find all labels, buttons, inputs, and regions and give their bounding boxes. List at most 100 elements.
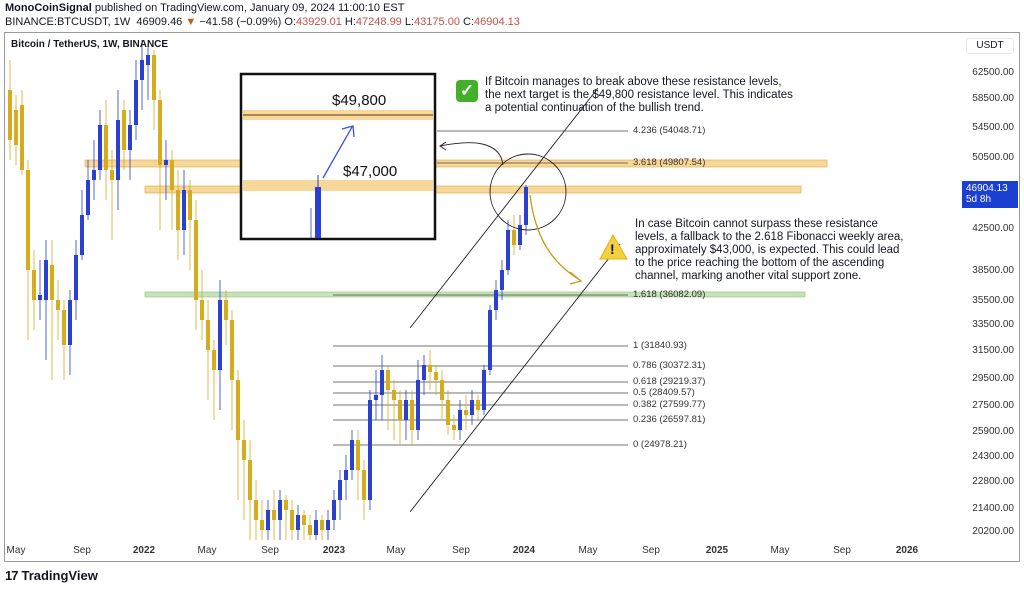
candle [38,295,42,300]
time-tick: Sep [452,545,470,556]
time-tick: May [197,545,217,556]
time-tick: May [6,545,26,556]
price-tick: 29500.00 [972,373,1014,384]
publisher-line: MonoCoinSignal published on TradingView.… [5,2,404,14]
candle [26,170,30,270]
candle [458,410,462,430]
candlesticks [8,40,528,540]
candle [134,80,138,125]
close-value: 46904.13 [474,16,520,28]
time-tick: 2025 [705,545,729,556]
highlight-circle [489,153,567,231]
footer: 17 TradingView [5,568,98,583]
time-axis[interactable]: May Sep 2022 May Sep 2023 May Sep 2024 May Sep 2025… [4,541,962,561]
chart-frame[interactable] [4,32,1020,562]
candle [494,290,498,310]
price-axis[interactable]: 62500.00 58500.00 54500.00 50500.00 42500.00… [962,33,1020,541]
candle [86,180,90,215]
inset-label-49800: $49,800 [332,92,387,109]
time-tick: May [770,545,790,556]
candle [206,320,210,350]
candle [212,350,216,370]
tradingview-brand[interactable]: TradingView [21,568,98,583]
tradingview-logo-icon[interactable]: 17 [5,568,19,583]
inset-label-47000: $47,000 [343,163,398,180]
candle [164,160,168,165]
candle [482,370,486,410]
candle [248,460,252,500]
candle [176,190,180,230]
candle [344,470,348,480]
last-price-tag: 46904.13 5d 8h [962,181,1018,208]
candle [404,400,408,420]
fib-level-label: 0.5 (28409.57) [633,387,695,398]
chart-title: Bitcoin / TetherUS, 1W, BINANCE [11,39,169,50]
symbol: BINANCE:BTCUSDT, 1W [5,16,131,28]
candle [230,320,234,380]
price-change: −41.58 (−0.09%) [199,16,282,28]
candle [62,310,66,345]
candle [446,400,450,425]
support-zone-36082 [144,291,806,298]
last-price: 46909.46 [136,16,183,28]
candle [170,160,174,190]
author-name[interactable]: MonoCoinSignal [5,2,92,14]
fib-level-label: 4.236 (54048.71) [633,125,706,136]
price-tick: 42500.00 [972,223,1014,234]
time-tick: 2026 [895,545,919,556]
candle [314,520,318,535]
candle [44,260,48,300]
candle [182,190,186,230]
candle [356,440,360,470]
low-label: L: [404,16,415,28]
candle [242,440,246,460]
candle [50,265,54,300]
candle [326,520,330,530]
candle [32,270,36,300]
down-arrow-curve [529,194,581,281]
candle [362,470,366,500]
candle [218,300,222,370]
candle [14,110,18,145]
inset-resistance-47000 [243,180,433,191]
published-info: published on TradingView.com, January 09… [91,2,405,14]
bear-note[interactable]: In case Bitcoin cannot surpass these res… [635,218,904,282]
price-tick: 20200.00 [972,526,1014,537]
candle [374,395,378,400]
price-tick: 54500.00 [972,122,1014,133]
candle [110,170,114,180]
candle [146,55,150,65]
candle [470,400,474,415]
candle [392,390,396,400]
fib-level-label: 0 (24978.21) [633,439,687,450]
fib-level-label: 0.786 (30372.31) [633,360,706,371]
candle [200,300,204,320]
bull-note[interactable]: If Bitcoin manages to break above these … [485,76,793,114]
candle [98,125,102,170]
candle [116,120,120,180]
candle [92,170,96,180]
warning-icon [599,233,628,260]
resistance-zone-49800 [84,159,828,168]
price-tick: 27500.00 [972,400,1014,411]
fib-level-label: 1 (31840.93) [633,340,687,351]
candle [290,510,294,530]
candle [350,440,354,470]
candle [338,480,342,500]
fib-level-label: 1.618 (36082.09) [633,289,706,300]
candle [56,300,60,310]
fib-level-label: 3.618 (49807.54) [633,157,706,168]
candle [428,365,432,372]
candle [20,105,24,170]
candle [272,510,276,520]
candle [122,110,126,150]
time-tick: May [386,545,406,556]
candle [302,515,306,525]
candle [320,520,324,530]
time-tick: 2023 [322,545,346,556]
candle [8,90,12,140]
currency-button[interactable]: USDT [966,38,1014,54]
candle [464,410,468,415]
candle [284,500,288,510]
